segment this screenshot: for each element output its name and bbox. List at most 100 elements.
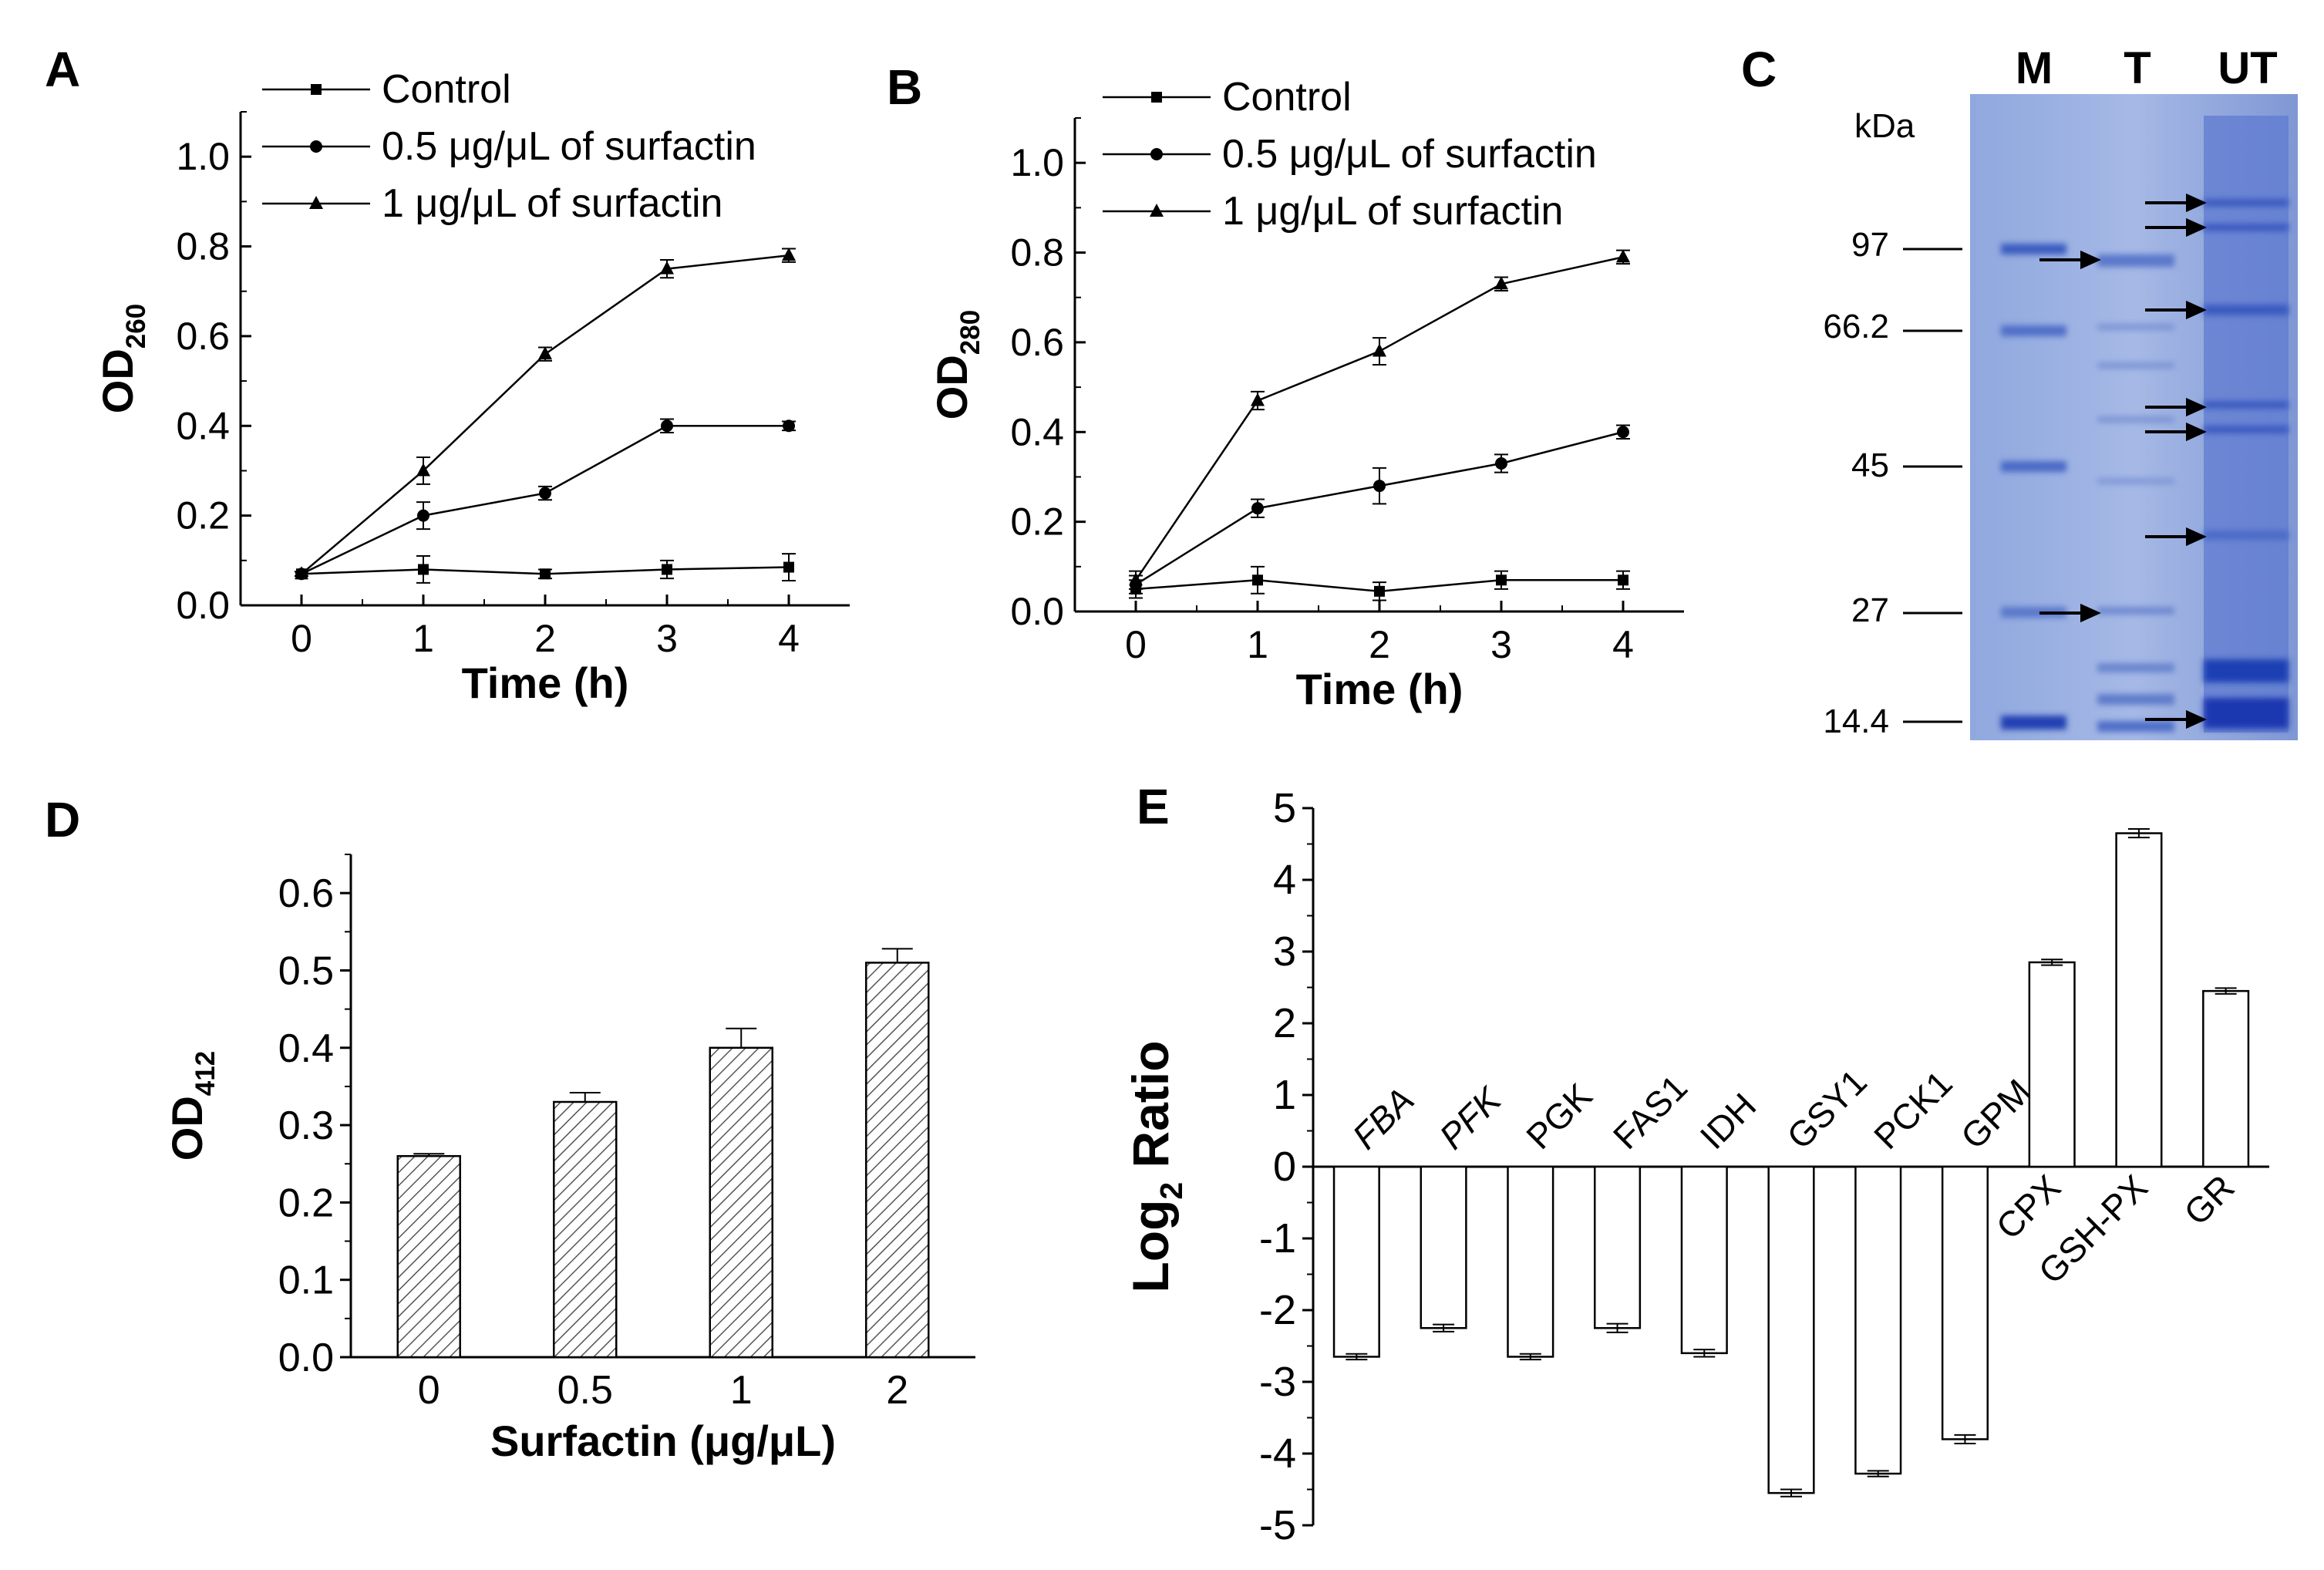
bar — [1941, 1165, 1989, 1440]
x-tick-label: 0 — [291, 617, 312, 660]
y-tick-label: 0.3 — [278, 1103, 334, 1148]
lane-t-band — [2097, 478, 2174, 484]
series-line — [1135, 431, 1624, 586]
lane-m-band — [2001, 716, 2066, 729]
y-tick-label: 0.4 — [176, 404, 230, 447]
y-tick-label: 0.0 — [1010, 590, 1064, 633]
y-tick-label: -2 — [1259, 1287, 1296, 1333]
y-tick-label: 0.8 — [1010, 231, 1064, 275]
panel-label-b: B — [887, 59, 922, 115]
chart-d-od412: 0.0 0.1 0.2 0.3 0.4 0.5 0.6 0 0.5 1 2 Surfactin (μg… — [163, 854, 975, 1465]
category-label: 0 — [418, 1368, 440, 1413]
y-tick-label: -1 — [1259, 1215, 1296, 1262]
legend-label: 0.5 μg/μL of surfactin — [382, 124, 756, 169]
y-axis-label-tail: Ratio — [1122, 1040, 1179, 1181]
y-axis-label-subscript: 2 — [1154, 1182, 1189, 1200]
data-point — [310, 140, 322, 153]
data-point — [1151, 92, 1162, 103]
y-tick-label: 0.6 — [176, 315, 230, 358]
arrow-icon — [2145, 527, 2207, 547]
category-label: GR — [2176, 1167, 2242, 1233]
data-point — [1618, 574, 1628, 586]
legend-label: 1 μg/μL of surfactin — [1222, 189, 1563, 234]
arrow-icon — [2145, 193, 2207, 213]
data-point — [1494, 276, 1508, 290]
y-axis-label-subscript: 260 — [121, 304, 151, 349]
panel-label-e: E — [1137, 779, 1170, 834]
lane-m-band — [2001, 244, 2066, 254]
x-axis-label: Surfactin (μg/μL) — [490, 1417, 836, 1465]
lane-t-band — [2097, 663, 2174, 672]
marker-label: 45 — [1851, 446, 1889, 484]
lane-t-band — [2097, 607, 2174, 615]
marker-label: 14.4 — [1823, 702, 1889, 740]
y-tick-label: 0.2 — [278, 1181, 334, 1225]
lane-t-band — [2097, 254, 2174, 267]
panel-label-d: D — [45, 792, 80, 847]
lane-t-bands — [2097, 254, 2174, 732]
lane-ut-band — [2204, 224, 2289, 231]
legend-label: 0.5 μg/μL of surfactin — [1222, 132, 1597, 177]
marker-label: 27 — [1851, 591, 1889, 629]
data-point — [783, 419, 795, 433]
lane-ut-band — [2204, 659, 2289, 682]
bar — [865, 962, 930, 1359]
x-tick-label: 2 — [534, 617, 556, 660]
lane-label-t: T — [2124, 43, 2151, 93]
bar — [709, 1046, 773, 1359]
y-tick-label: -3 — [1259, 1359, 1296, 1405]
bar — [1854, 1165, 1902, 1475]
data-point — [416, 463, 430, 477]
arrow-icon — [2145, 300, 2207, 320]
y-axis-label: Log2 Ratio — [1122, 1040, 1189, 1292]
lane-ut-band — [2204, 305, 2289, 315]
y-tick-label: 0.5 — [278, 948, 334, 993]
series-line — [301, 254, 790, 575]
x-tick-label: 1 — [1247, 623, 1268, 666]
lane-ut-band — [2204, 401, 2289, 409]
y-tick-label: 4 — [1273, 857, 1296, 903]
y-tick-label: 0.2 — [176, 494, 230, 537]
marker-label: 66.2 — [1823, 308, 1889, 345]
data-point — [1150, 148, 1163, 160]
y-axis-label-main: OD — [93, 349, 142, 413]
data-point — [1251, 502, 1264, 515]
x-tick-label: 3 — [1490, 623, 1512, 666]
legend-label: 1 μg/μL of surfactin — [382, 181, 722, 226]
lane-label-ut: UT — [2218, 43, 2277, 93]
y-axis-label-main: Log — [1122, 1200, 1179, 1293]
bar — [396, 1154, 461, 1359]
data-point — [540, 568, 551, 580]
category-label: 2 — [886, 1368, 908, 1413]
lane-m-band — [2001, 607, 2066, 618]
y-tick-label: 0.0 — [176, 584, 230, 627]
chart-a-od260: 0.0 0.2 0.4 0.6 0.8 1.0 0 1 2 3 4 Time (h) OD260 Cont… — [93, 67, 850, 707]
x-tick-label: 4 — [1612, 623, 1634, 666]
lane-m-bands — [2001, 244, 2066, 729]
data-point — [1129, 572, 1143, 586]
y-axis-label-main: OD — [928, 355, 976, 419]
arrow-icon — [2145, 217, 2207, 238]
data-point — [1252, 574, 1263, 586]
panel-label-c: C — [1741, 42, 1777, 97]
lane-ut-band — [2204, 199, 2289, 207]
legend-label: Control — [1222, 75, 1352, 120]
lane-ut-band — [2204, 426, 2289, 433]
x-axis-label: Time (h) — [1296, 665, 1463, 713]
x-tick-label: 4 — [778, 617, 800, 660]
data-point — [538, 346, 552, 360]
bar — [1680, 1165, 1728, 1355]
y-tick-label: 1 — [1273, 1072, 1296, 1118]
y-axis-label: OD412 — [163, 1051, 221, 1161]
data-point — [660, 261, 674, 275]
data-point — [309, 196, 323, 209]
category-label: 1 — [730, 1368, 753, 1413]
lane-t-band — [2097, 416, 2174, 423]
data-point — [418, 564, 429, 575]
bar — [1767, 1165, 1815, 1494]
bar — [1507, 1165, 1554, 1358]
bar — [1593, 1165, 1642, 1329]
x-tick-label: 0 — [1125, 623, 1147, 666]
category-label: PCK1 — [1866, 1063, 1960, 1157]
